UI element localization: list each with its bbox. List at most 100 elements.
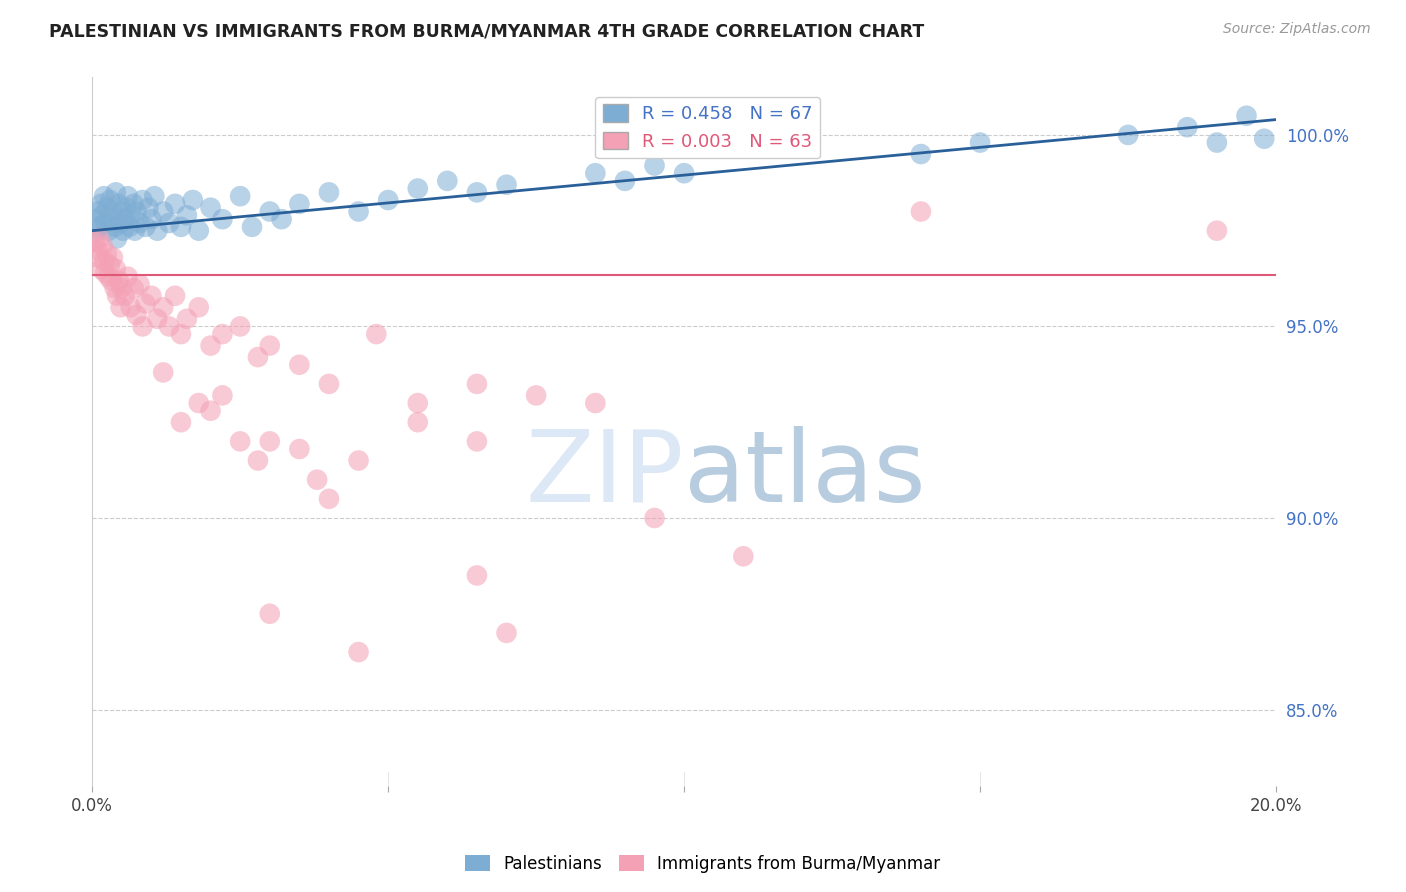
Point [170, 219, 193, 234]
Text: atlas: atlas [685, 425, 925, 523]
Point [91, 239, 114, 253]
Point [152, 366, 174, 380]
Point [347, 204, 370, 219]
Point [673, 166, 696, 180]
Point [347, 453, 370, 467]
Point [114, 289, 136, 303]
Point [118, 219, 141, 234]
Point [583, 396, 606, 410]
Point [613, 174, 636, 188]
Legend: R = 0.458   N = 67, R = 0.003   N = 63: R = 0.458 N = 67, R = 0.003 N = 63 [596, 97, 820, 158]
Point [229, 189, 252, 203]
Point [97, 224, 120, 238]
Point [246, 453, 269, 467]
Point [101, 204, 124, 219]
Point [1253, 132, 1275, 146]
Point [187, 300, 209, 314]
Point [270, 212, 292, 227]
Point [122, 281, 145, 295]
Legend: Palestinians, Immigrants from Burma/Myanmar: Palestinians, Immigrants from Burma/Myan… [458, 848, 948, 880]
Point [87, 251, 110, 265]
Point [104, 186, 127, 200]
Point [910, 147, 932, 161]
Point [131, 193, 153, 207]
Point [100, 212, 122, 227]
Point [89, 219, 111, 234]
Point [318, 186, 340, 200]
Point [495, 626, 517, 640]
Point [110, 300, 132, 314]
Point [108, 273, 131, 287]
Point [89, 231, 111, 245]
Point [124, 224, 146, 238]
Point [259, 434, 281, 449]
Point [141, 289, 163, 303]
Point [143, 189, 166, 203]
Point [114, 212, 136, 227]
Point [128, 277, 150, 292]
Point [91, 208, 114, 222]
Point [465, 376, 488, 391]
Point [94, 216, 117, 230]
Point [146, 224, 169, 238]
Point [96, 201, 118, 215]
Point [96, 246, 118, 260]
Point [406, 415, 429, 429]
Point [86, 243, 108, 257]
Point [125, 308, 148, 322]
Point [125, 204, 148, 219]
Point [259, 204, 281, 219]
Point [910, 204, 932, 219]
Point [176, 311, 198, 326]
Point [969, 136, 991, 150]
Point [93, 254, 115, 268]
Point [465, 568, 488, 582]
Point [259, 607, 281, 621]
Point [141, 212, 163, 227]
Point [181, 193, 204, 207]
Point [200, 338, 222, 352]
Point [288, 442, 311, 456]
Point [524, 388, 547, 402]
Point [84, 235, 107, 249]
Point [146, 311, 169, 326]
Point [366, 327, 388, 342]
Point [90, 197, 112, 211]
Point [108, 197, 131, 211]
Point [318, 376, 340, 391]
Point [98, 193, 121, 207]
Point [157, 319, 180, 334]
Point [110, 216, 132, 230]
Point [187, 396, 209, 410]
Point [1206, 224, 1229, 238]
Point [1236, 109, 1258, 123]
Point [105, 289, 128, 303]
Point [152, 204, 174, 219]
Point [318, 491, 340, 506]
Point [406, 396, 429, 410]
Point [86, 224, 108, 238]
Point [94, 266, 117, 280]
Point [246, 350, 269, 364]
Point [98, 258, 121, 272]
Point [259, 338, 281, 352]
Point [111, 224, 134, 238]
Point [131, 319, 153, 334]
Point [307, 473, 329, 487]
Point [170, 327, 193, 342]
Point [347, 645, 370, 659]
Point [229, 434, 252, 449]
Text: PALESTINIAN VS IMMIGRANTS FROM BURMA/MYANMAR 4TH GRADE CORRELATION CHART: PALESTINIAN VS IMMIGRANTS FROM BURMA/MYA… [49, 22, 925, 40]
Point [120, 208, 142, 222]
Point [187, 224, 209, 238]
Point [134, 219, 156, 234]
Point [465, 434, 488, 449]
Point [134, 296, 156, 310]
Point [101, 251, 124, 265]
Point [104, 262, 127, 277]
Point [288, 358, 311, 372]
Text: ZIP: ZIP [526, 425, 685, 523]
Point [111, 281, 134, 295]
Point [1116, 128, 1139, 142]
Point [90, 262, 112, 277]
